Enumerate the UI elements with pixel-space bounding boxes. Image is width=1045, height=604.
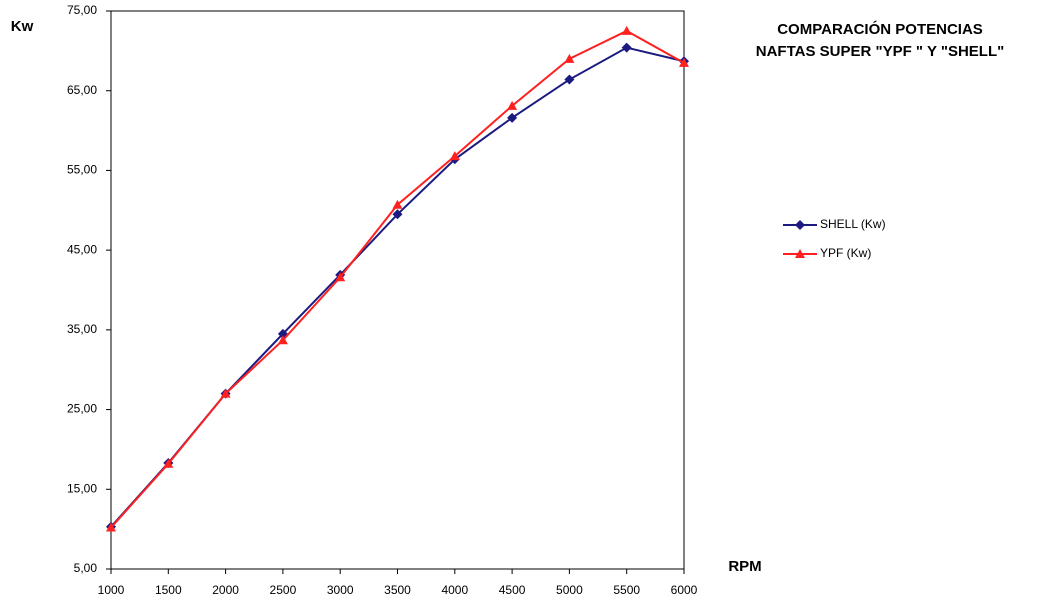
y-tick-label: 75,00	[67, 3, 97, 17]
point	[795, 249, 805, 258]
legend-label: YPF (Kw)	[820, 246, 871, 260]
y-tick-label: 25,00	[67, 402, 97, 416]
point	[220, 388, 231, 398]
point	[507, 112, 518, 123]
y-tick-label: 15,00	[67, 481, 97, 495]
point	[449, 151, 460, 161]
point	[564, 53, 575, 63]
point	[163, 458, 174, 468]
x-tick-label: 4500	[499, 583, 526, 597]
point	[392, 209, 403, 220]
series-line	[110, 46, 685, 528]
y-axis-label: Kw	[11, 18, 34, 35]
legend-label: SHELL (Kw)	[820, 217, 886, 231]
point	[507, 100, 518, 110]
point	[621, 25, 632, 35]
chart-title-line: NAFTAS SUPER "YPF " Y "SHELL"	[756, 43, 1004, 60]
x-tick-label: 1000	[98, 583, 125, 597]
point	[277, 335, 288, 345]
point	[106, 522, 116, 532]
series-line	[110, 29, 685, 529]
x-tick-label: 4000	[441, 583, 468, 597]
x-axis-label: RPM	[728, 558, 761, 575]
point	[564, 74, 575, 85]
y-tick-label: 5,00	[74, 561, 98, 575]
y-tick-label: 45,00	[67, 242, 97, 256]
point	[335, 272, 346, 282]
point	[621, 42, 632, 53]
x-tick-label: 1500	[155, 583, 182, 597]
chart-title-line: COMPARACIÓN POTENCIAS	[777, 20, 983, 38]
x-tick-label: 3500	[384, 583, 411, 597]
x-tick-label: 2500	[270, 583, 297, 597]
plot-frame	[110, 10, 685, 570]
x-tick-label: 5500	[613, 583, 640, 597]
point	[795, 220, 805, 230]
point	[679, 57, 689, 67]
point	[392, 199, 403, 209]
y-tick-label: 65,00	[67, 83, 97, 97]
y-tick-label: 35,00	[67, 322, 97, 336]
x-tick-label: 6000	[671, 583, 698, 597]
y-tick-label: 55,00	[67, 163, 97, 177]
x-tick-label: 3000	[327, 583, 354, 597]
x-tick-label: 5000	[556, 583, 583, 597]
x-tick-label: 2000	[212, 583, 239, 597]
